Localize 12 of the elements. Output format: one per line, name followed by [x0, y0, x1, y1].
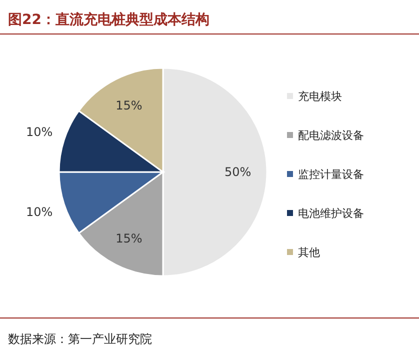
legend-label: 电池维护设备 [298, 207, 364, 220]
legend-label: 其他 [298, 246, 320, 259]
legend-label: 充电模块 [298, 90, 342, 103]
legend-label: 监控计量设备 [298, 168, 364, 181]
chart-title: 图22：直流充电桩典型成本结构 [8, 11, 210, 28]
data-label: 50% [224, 165, 252, 179]
data-label: 15% [116, 232, 142, 246]
legend-label: 配电滤波设备 [298, 129, 364, 142]
data-label: 15% [116, 98, 142, 112]
source-note: 数据来源：第一产业研究院 [8, 332, 152, 346]
data-label: 10% [26, 124, 53, 139]
data-label: 10% [26, 205, 53, 220]
